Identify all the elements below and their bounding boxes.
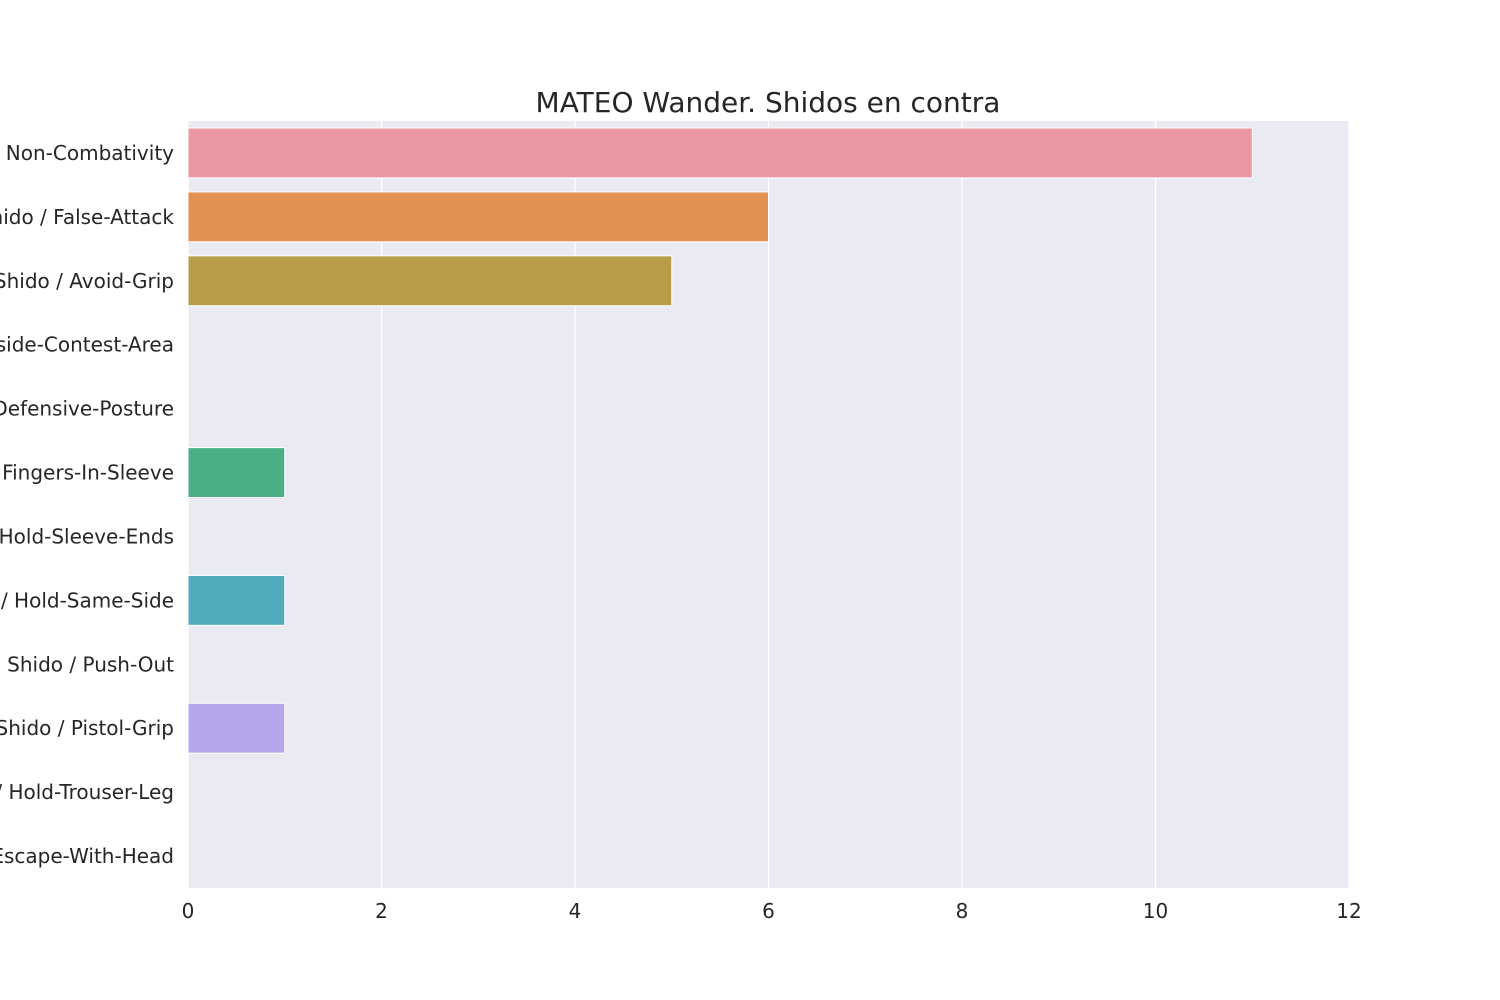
bar: [187, 127, 1253, 179]
x-tick-label: 4: [569, 899, 582, 923]
x-tick-label: 2: [375, 899, 388, 923]
bar: [187, 574, 286, 626]
y-tick-label: Shido / Defensive-Posture: [0, 397, 174, 421]
bar: [187, 447, 286, 498]
y-tick-label: Shido / Non-Combativity: [0, 141, 174, 165]
bar: [187, 191, 769, 243]
x-tick-label: 10: [1143, 899, 1168, 923]
y-axis-tick-labels: Shido / Non-Combativity Shido / False-Att…: [0, 141, 174, 868]
y-tick-label: Shido / Escape-With-Head: [0, 844, 174, 868]
y-tick-label: Shido / Fingers-In-Sleeve: [0, 461, 174, 485]
y-tick-label: Shido / False-Attack: [0, 205, 174, 229]
y-tick-label: Shido / Hold-Sleeve-Ends: [0, 524, 174, 548]
grid-lines: [187, 121, 1350, 888]
bars: [187, 127, 1253, 754]
x-tick-label: 6: [762, 899, 775, 923]
chart-title: MATEO Wander. Shidos en contra: [536, 86, 1001, 119]
x-tick-label: 8: [956, 899, 969, 923]
bar: [187, 702, 286, 754]
bar: [187, 255, 673, 307]
y-tick-label: Shido / Outside-Contest-Area: [0, 333, 174, 357]
x-tick-label: 12: [1336, 899, 1361, 923]
x-axis-tick-labels: 0 2 4 6 8 10 12: [182, 899, 1362, 923]
x-tick-label: 0: [182, 899, 195, 923]
y-tick-label: Shido / Pistol-Grip: [0, 716, 174, 740]
y-tick-label: Shido / Hold-Same-Side: [0, 588, 174, 612]
y-tick-label: Shido / Push-Out: [7, 652, 174, 676]
y-tick-label: Shido / Hold-Trouser-Leg: [0, 780, 174, 804]
y-tick-label: Shido / Avoid-Grip: [0, 269, 174, 293]
